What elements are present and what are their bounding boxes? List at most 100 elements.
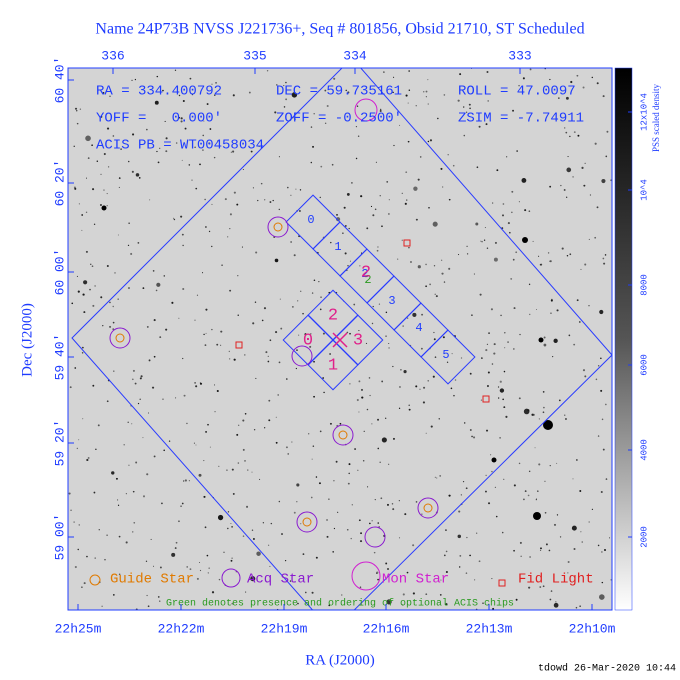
star: [609, 537, 611, 539]
star: [380, 108, 382, 111]
star: [304, 333, 307, 336]
star: [182, 357, 184, 360]
star: [134, 382, 137, 385]
info-zsim: ZSIM = -7.74911: [458, 111, 584, 127]
star: [348, 463, 351, 466]
star: [313, 113, 315, 115]
star: [100, 296, 103, 299]
star: [482, 602, 484, 604]
star: [93, 491, 96, 494]
star: [263, 307, 267, 310]
star: [400, 368, 402, 371]
star: [294, 118, 296, 120]
star: [259, 478, 261, 480]
star: [153, 455, 156, 458]
star: [471, 314, 473, 316]
star: [175, 142, 178, 144]
star: [490, 454, 492, 456]
top-tick-label: 335: [243, 48, 266, 63]
star: [415, 104, 417, 107]
i-chip-label: 1: [328, 356, 338, 375]
star: [229, 289, 232, 292]
star: [565, 131, 568, 134]
star: [204, 526, 207, 529]
star: [499, 437, 501, 439]
star: [201, 272, 204, 274]
star: [195, 385, 198, 388]
star: [442, 186, 444, 188]
star: [293, 254, 296, 257]
star: [570, 80, 573, 84]
star: [332, 551, 334, 553]
star: [511, 190, 514, 193]
star: [226, 469, 228, 471]
star: [298, 334, 300, 336]
star: [125, 493, 127, 495]
star: [242, 419, 245, 422]
star: [397, 258, 399, 260]
star: [600, 389, 603, 392]
star: [311, 458, 313, 460]
star: [583, 184, 586, 187]
star: [556, 462, 558, 464]
star: [360, 532, 362, 535]
star: [79, 108, 82, 110]
star: [369, 522, 371, 525]
star: [118, 186, 120, 189]
star: [512, 258, 515, 261]
star: [269, 565, 271, 567]
star: [265, 351, 268, 354]
star: [371, 520, 373, 522]
star: [285, 81, 287, 84]
star: [412, 544, 415, 547]
star: [232, 150, 235, 153]
star: [381, 225, 383, 228]
star: [476, 166, 479, 169]
star: [433, 338, 436, 341]
star: [117, 504, 120, 506]
star: [312, 445, 315, 447]
star: [601, 418, 604, 421]
star: [576, 299, 579, 302]
star: [468, 103, 471, 106]
star: [256, 551, 261, 556]
star: [278, 156, 280, 158]
star: [581, 166, 584, 169]
star: [353, 303, 356, 306]
star: [486, 385, 489, 388]
plot-frame: [67, 67, 613, 611]
title: Name 24P73B NVSS J221736+, Seq # 801856,…: [95, 21, 584, 38]
star: [157, 596, 160, 598]
star: [127, 286, 131, 290]
star: [392, 437, 395, 440]
star: [76, 447, 79, 450]
star: [74, 565, 77, 569]
star: [511, 211, 513, 214]
star: [142, 437, 144, 439]
star: [602, 95, 605, 98]
star: [542, 391, 545, 393]
star: [535, 308, 538, 310]
star: [445, 529, 447, 531]
colorbar-tick-label: 12x10^4: [639, 93, 649, 131]
star: [348, 227, 350, 230]
star: [391, 503, 394, 505]
star: [398, 537, 401, 539]
star: [195, 187, 198, 190]
star: [558, 97, 560, 99]
star: [379, 461, 381, 463]
left-tick-label: 60 20': [52, 160, 67, 207]
star: [159, 336, 162, 339]
star: [393, 144, 395, 147]
star: [333, 480, 335, 482]
star: [149, 199, 151, 201]
star: [111, 471, 115, 475]
star: [544, 511, 547, 514]
star: [81, 346, 84, 349]
star: [163, 275, 166, 277]
star: [549, 260, 552, 263]
star: [421, 513, 423, 515]
star: [605, 403, 607, 406]
star: [379, 109, 382, 112]
